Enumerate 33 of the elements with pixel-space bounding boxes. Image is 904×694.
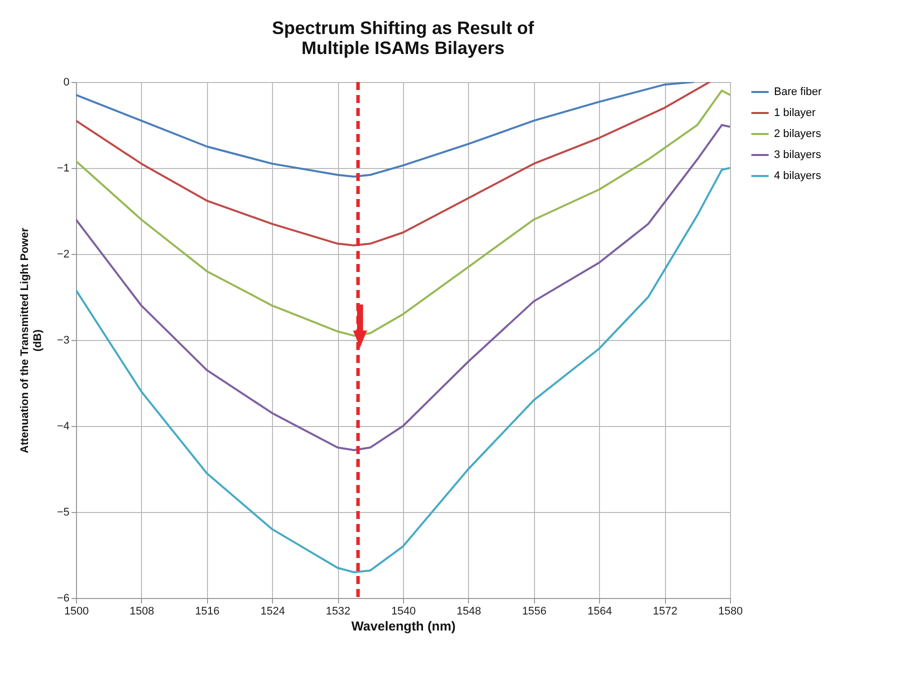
x-tick-label: 1540 xyxy=(391,606,416,618)
line-series xyxy=(76,82,694,178)
y-tick-label: −4 xyxy=(56,420,70,432)
x-tick-label: 1500 xyxy=(64,606,89,618)
x-tick-label: 1508 xyxy=(130,606,154,618)
x-axis-title: Wavelength (nm) xyxy=(351,618,456,634)
y-tick-label: −1 xyxy=(56,162,70,174)
line-series xyxy=(76,124,730,452)
y-tick-label: −5 xyxy=(56,506,70,518)
x-tick-label: 1516 xyxy=(195,606,220,618)
y-tick-label: −3 xyxy=(56,334,70,346)
x-tick-label: 1548 xyxy=(456,606,482,618)
x-tick-label: 1564 xyxy=(587,606,612,618)
x-tick-label: 1572 xyxy=(652,606,678,618)
y-tick-label: −2 xyxy=(56,248,70,260)
x-tick-label: 1532 xyxy=(326,606,350,618)
y-tick-label: −6 xyxy=(56,592,70,604)
legend-label: 3 bilayers xyxy=(774,149,822,161)
legend-label: Bare fiber xyxy=(774,86,822,98)
legend-label: 1 bilayer xyxy=(774,107,816,119)
text: Multiple ISAMs Bilayers xyxy=(301,38,505,58)
line-series xyxy=(76,82,711,246)
text: Attenuation of the Transmitted Light Power xyxy=(18,228,31,454)
text: (dB) xyxy=(32,330,44,352)
text: Spectrum Shifting as Result of xyxy=(272,18,534,38)
line-series xyxy=(76,90,730,337)
y-tick-label: 0 xyxy=(63,76,70,88)
legend-label: 2 bilayers xyxy=(774,128,822,140)
x-tick-label: 1580 xyxy=(718,606,743,618)
line-series xyxy=(76,167,730,574)
x-tick-label: 1556 xyxy=(522,606,547,618)
legend-label: 4 bilayers xyxy=(774,170,822,182)
x-tick-label: 1524 xyxy=(260,606,285,618)
